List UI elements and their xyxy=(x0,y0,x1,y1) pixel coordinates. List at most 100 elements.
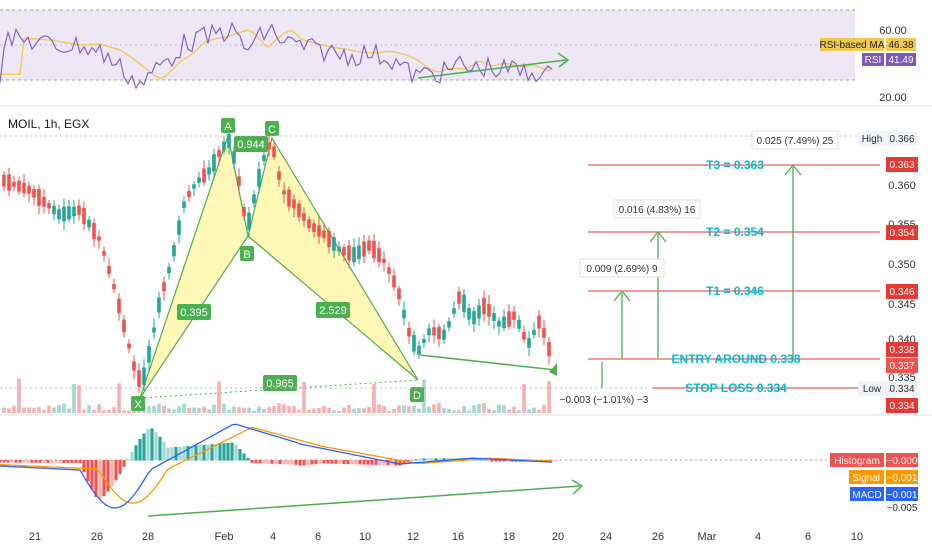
volume-bar xyxy=(202,406,206,413)
ratio-bcd-badge xyxy=(316,302,350,318)
macd-histogram-bar xyxy=(274,460,278,464)
candle-body xyxy=(72,206,76,217)
volume-bar xyxy=(502,405,506,413)
volume-bar xyxy=(302,381,306,413)
candle-body xyxy=(512,311,516,320)
symbol-exchange: EGX xyxy=(64,117,89,131)
t3-tag: 0.363 xyxy=(889,160,914,171)
stop-tag-bg xyxy=(886,398,918,413)
candle-body xyxy=(417,345,421,355)
macd-histogram-bar xyxy=(66,460,70,463)
candle-body xyxy=(262,154,266,162)
volume-bar xyxy=(407,406,411,413)
candle-body xyxy=(287,189,291,207)
volume-bar xyxy=(57,405,61,413)
symbol-name: MOIL xyxy=(8,117,38,131)
macd-histogram-bar xyxy=(2,460,6,463)
candle-body xyxy=(132,361,136,371)
candle-body xyxy=(112,284,116,290)
candle-body xyxy=(272,146,276,158)
ratio-ab-label: 0.944 xyxy=(237,139,265,151)
volume-bar xyxy=(127,410,131,413)
signal-legend-bg xyxy=(849,470,884,484)
stop-tag: 0.334 xyxy=(889,401,914,412)
volume-bar xyxy=(392,408,396,413)
point-x-badge xyxy=(131,396,145,411)
candle-body xyxy=(242,206,246,217)
macd-histogram-bar xyxy=(226,442,230,461)
macd-histogram-bar xyxy=(490,460,494,462)
pattern-labels: A C B X D 0.944 0.395 2.529 0.965 xyxy=(131,118,424,411)
candle-body xyxy=(522,331,526,340)
volume-bar xyxy=(227,409,231,413)
candle-body xyxy=(107,265,111,275)
candle-body xyxy=(207,167,211,175)
macd-histogram-bar xyxy=(46,460,50,463)
candle-body xyxy=(302,213,306,221)
candle-body xyxy=(317,225,321,237)
macd-histogram-bar xyxy=(194,445,198,461)
volume-bar xyxy=(62,403,66,413)
signal-value: −0.001 xyxy=(887,473,918,484)
point-b-label: B xyxy=(243,249,250,261)
candle-body xyxy=(442,329,446,340)
candle-body xyxy=(7,174,11,191)
candle-body xyxy=(392,275,396,288)
volume-bar xyxy=(22,407,26,413)
macd-histogram-bar xyxy=(498,460,502,462)
macd-histogram-bar xyxy=(170,447,174,461)
macd-histogram-bar xyxy=(298,460,302,466)
candle-body xyxy=(467,308,471,320)
candle-body xyxy=(47,203,51,209)
t2-tag: 0.354 xyxy=(889,228,914,239)
candle-body xyxy=(327,230,331,248)
candle-body xyxy=(352,247,356,263)
volume-bar xyxy=(197,407,201,413)
volume-bar xyxy=(427,406,431,413)
measure-arrows: 0.025 (7.49%) 25 0.016 (4.83%) 16 0.009 … xyxy=(560,130,839,406)
candle-body xyxy=(12,181,16,187)
histogram-legend-label: Histogram xyxy=(834,456,880,467)
last-tag: 0.337 xyxy=(889,361,914,372)
volume-bar xyxy=(492,410,496,413)
macd-histogram-bar xyxy=(62,460,66,463)
volume-bar xyxy=(162,405,166,413)
macd-histogram-bar xyxy=(502,460,506,462)
rsi-tick-60: 60.00 xyxy=(879,25,907,37)
candle-body xyxy=(202,168,206,183)
volume-bar xyxy=(82,409,86,413)
volume-bar xyxy=(32,408,36,413)
macd-histogram-bar xyxy=(122,460,126,467)
candle-body xyxy=(362,241,366,257)
candle-body xyxy=(92,222,96,240)
macd-histogram-bar xyxy=(434,458,438,461)
macd-histogram-bar xyxy=(50,460,54,463)
volume-bar xyxy=(347,404,351,413)
macd-histogram-bar xyxy=(438,458,442,461)
macd-layer xyxy=(0,423,554,509)
volume-bar xyxy=(372,384,376,413)
macd-histogram-bar xyxy=(186,446,190,461)
candle-body xyxy=(52,205,56,215)
volume-bar xyxy=(447,408,451,413)
histogram-legend-bg xyxy=(830,453,884,467)
candle-body xyxy=(527,338,531,348)
macd-histogram-bar xyxy=(314,460,318,465)
trade-levels: T3 = 0.363 T2 = 0.354 T1 = 0.346 ENTRY A… xyxy=(0,135,880,395)
t2-level-text: T2 = 0.354 xyxy=(706,225,764,239)
macd-histogram-bar xyxy=(338,460,342,464)
macd-histogram-bar xyxy=(18,460,22,463)
volume-bar xyxy=(437,403,441,413)
macd-histogram-bar xyxy=(6,460,10,463)
volume-bar xyxy=(512,406,516,413)
macd-histogram-bar xyxy=(258,460,262,464)
macd-histogram-bar xyxy=(234,444,238,461)
macd-histogram-bar xyxy=(510,460,514,462)
volume-bar xyxy=(307,409,311,413)
pattern-bcd-triangle xyxy=(247,136,419,381)
macd-histogram-bar xyxy=(134,445,138,461)
volume-bar xyxy=(257,406,261,413)
volume-bar xyxy=(357,407,361,413)
ratio-xa-badge xyxy=(177,304,211,320)
